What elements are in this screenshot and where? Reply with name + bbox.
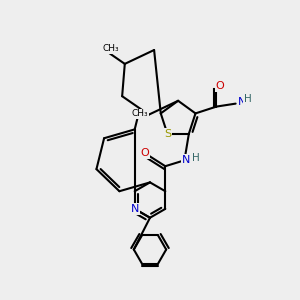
- Text: H: H: [192, 153, 200, 163]
- Text: CH₃: CH₃: [131, 109, 148, 118]
- Text: CH₃: CH₃: [102, 44, 119, 53]
- Text: NH: NH: [238, 97, 255, 107]
- Text: N: N: [182, 155, 190, 165]
- Text: S: S: [164, 129, 171, 139]
- Text: H: H: [244, 94, 252, 104]
- Text: O: O: [216, 81, 224, 91]
- Text: O: O: [140, 148, 149, 158]
- Text: N: N: [130, 204, 139, 214]
